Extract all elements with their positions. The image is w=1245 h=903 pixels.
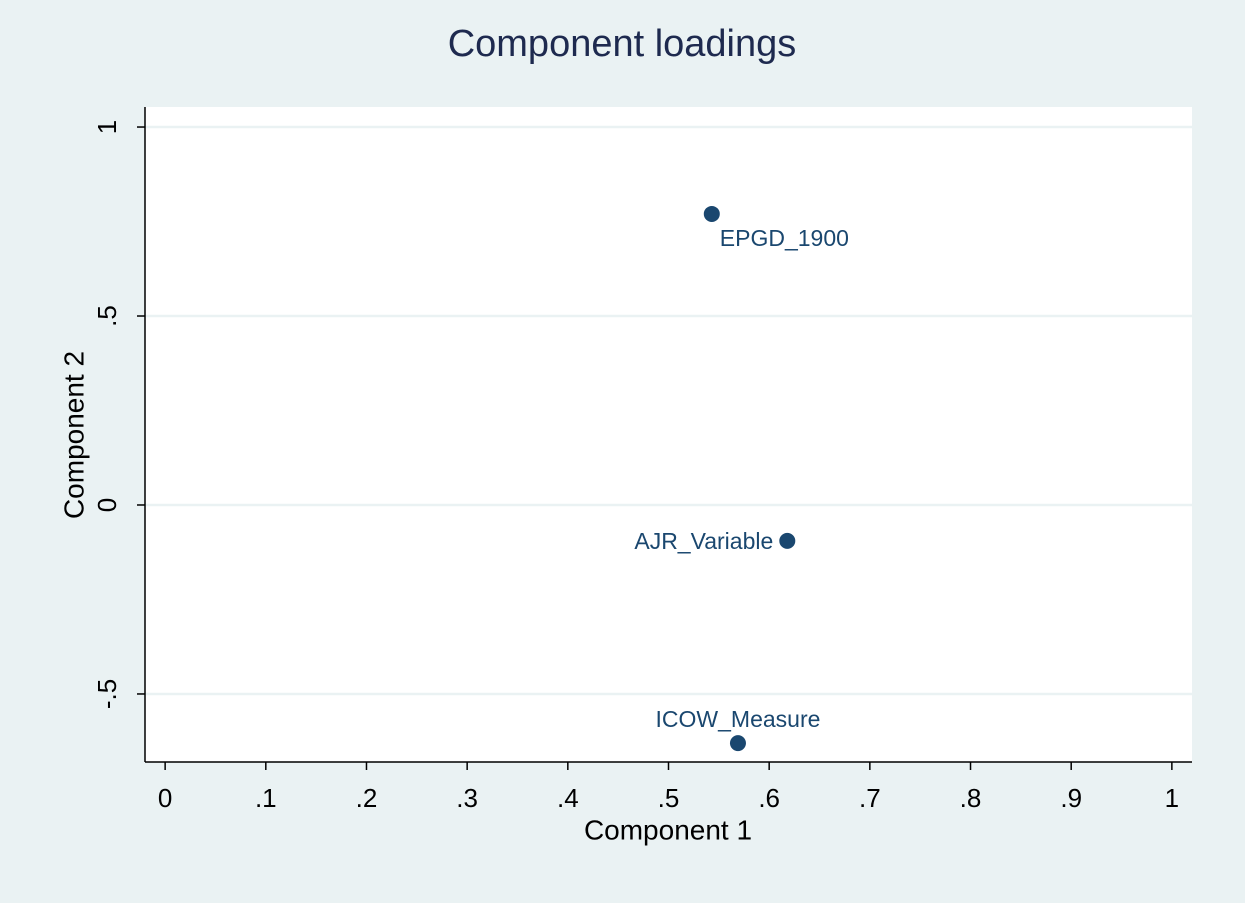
x-tick-label: .4 <box>557 783 579 813</box>
x-tick-label: .2 <box>356 783 378 813</box>
x-tick-label: .9 <box>1060 783 1082 813</box>
x-tick-label: .5 <box>658 783 680 813</box>
x-tick-label: 1 <box>1165 783 1179 813</box>
x-tick-label: .3 <box>456 783 478 813</box>
x-tick-label: .6 <box>758 783 780 813</box>
y-axis-title: Component 2 <box>58 351 89 519</box>
point-label: AJR_Variable <box>634 528 773 554</box>
point-label: EPGD_1900 <box>720 225 849 251</box>
chart-title: Component loadings <box>448 23 797 65</box>
y-tick-label: .5 <box>92 305 122 327</box>
y-tick-label: 1 <box>92 120 122 134</box>
point-label: ICOW_Measure <box>656 706 821 732</box>
x-tick-label: 0 <box>158 783 172 813</box>
x-tick-label: .1 <box>255 783 277 813</box>
point <box>703 205 720 222</box>
x-tick-label: .8 <box>960 783 982 813</box>
y-tick-label: -.5 <box>92 679 122 709</box>
x-axis-title: Component 1 <box>584 814 752 845</box>
y-tick-label: 0 <box>92 498 122 512</box>
point <box>729 735 746 752</box>
point <box>779 532 796 549</box>
x-tick-label: .7 <box>859 783 881 813</box>
plot-area <box>145 107 1192 762</box>
